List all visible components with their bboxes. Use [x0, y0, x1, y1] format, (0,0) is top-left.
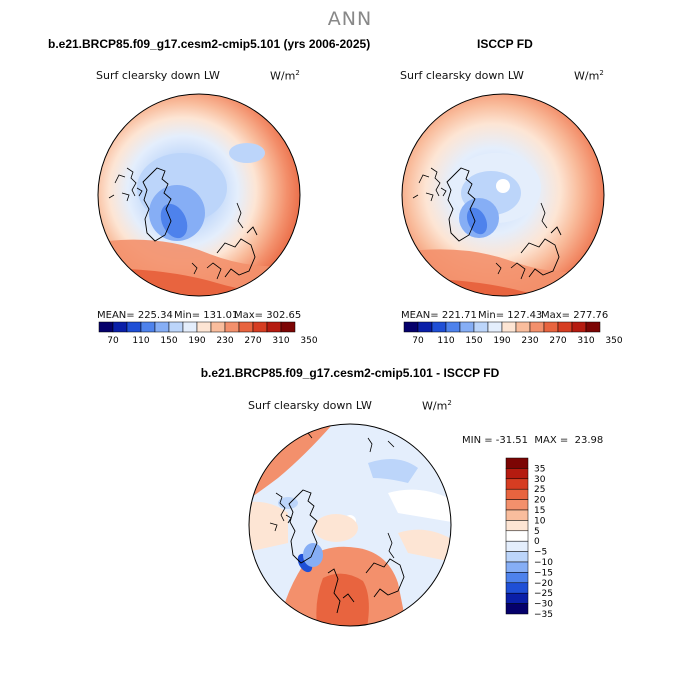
- diff-colorbar-swatch: [505, 468, 529, 480]
- right-colorbar-swatch: [529, 321, 545, 333]
- left-colorbar-tick-label: 190: [188, 336, 205, 346]
- left-colorbar-tick-label: 70: [107, 336, 119, 346]
- diff-colorbar-tick-label: 25: [534, 485, 545, 495]
- diff-colorbar-swatch: [505, 551, 529, 563]
- right-colorbar: 70 110 150 190 230 270 310 350: [403, 321, 623, 346]
- right-colorbar-tick-label: 350: [605, 336, 622, 346]
- left-colorbar-swatch: [98, 321, 114, 333]
- left-colorbar: 70 110 150 190 230 270 310 350: [98, 321, 318, 346]
- diff-colorbar-tick-label: −35: [534, 610, 553, 620]
- left-colorbar-swatch: [182, 321, 198, 333]
- diff-colorbar-swatch: [505, 582, 529, 594]
- diff-colorbar-tick-label: 30: [534, 475, 546, 485]
- right-colorbar-swatch: [445, 321, 461, 333]
- left-max-stat: Max= 302.65: [234, 310, 302, 321]
- left-colorbar-swatch: [154, 321, 170, 333]
- diff-colorbar-tick-label: −15: [534, 568, 553, 578]
- diff-colorbar-swatch: [505, 499, 529, 511]
- left-colorbar-tick-label: 310: [272, 336, 289, 346]
- right-polar-map: [401, 93, 605, 297]
- diff-case-title: b.e21.BRCP85.f09_g17.cesm2-cmip5.101 - I…: [200, 366, 500, 380]
- diff-colorbar-swatch: [505, 457, 529, 469]
- right-colorbar-swatch: [515, 321, 531, 333]
- right-colorbar-swatch: [501, 321, 517, 333]
- diff-colorbar-swatch: [505, 478, 529, 490]
- left-colorbar-swatch: [280, 321, 296, 333]
- right-colorbar-tick-label: 150: [465, 336, 482, 346]
- diff-colorbar-swatch: [505, 509, 529, 521]
- left-case-title: b.e21.BRCP85.f09_g17.cesm2-cmip5.101 (yr…: [48, 37, 371, 51]
- left-polar-map: [97, 93, 301, 297]
- diff-colorbar-swatch: [505, 520, 529, 532]
- right-mean-stat: MEAN= 221.71: [401, 310, 477, 321]
- figure-title: ANN: [327, 8, 373, 30]
- diff-colorbar-swatch: [505, 561, 529, 573]
- diff-colorbar-tick-label: 5: [534, 527, 540, 537]
- diff-colorbar-tick-label: −20: [534, 579, 553, 589]
- diff-colorbar-swatch: [505, 488, 529, 500]
- diff-colorbar-swatch: [505, 592, 529, 604]
- left-colorbar-swatch: [238, 321, 254, 333]
- left-colorbar-tick-label: 150: [160, 336, 177, 346]
- right-colorbar-swatch: [571, 321, 587, 333]
- right-colorbar-swatch: [459, 321, 475, 333]
- diff-colorbar-swatch: [505, 603, 529, 615]
- diff-units-label: W/m2: [422, 399, 452, 413]
- right-units-label: W/m2: [574, 69, 604, 83]
- left-colorbar-swatch: [126, 321, 142, 333]
- left-colorbar-swatch: [266, 321, 282, 333]
- left-colorbar-tick-label: 270: [244, 336, 261, 346]
- left-colorbar-swatch: [168, 321, 184, 333]
- right-colorbar-tick-label: 70: [412, 336, 424, 346]
- right-min-stat: Min= 127.43: [478, 310, 543, 321]
- left-colorbar-swatch: [196, 321, 212, 333]
- left-variable-label: Surf clearsky down LW: [96, 69, 220, 82]
- diff-colorbar-swatch: [505, 540, 529, 552]
- right-colorbar-swatch: [431, 321, 447, 333]
- diff-colorbar-tick-label: 0: [534, 537, 540, 547]
- left-mean-stat: MEAN= 225.34: [97, 310, 173, 321]
- diff-variable-label: Surf clearsky down LW: [248, 399, 372, 412]
- diff-colorbar-tick-label: −5: [534, 548, 547, 558]
- right-case-title: ISCCP FD: [477, 37, 533, 51]
- right-colorbar-swatch: [487, 321, 503, 333]
- diff-colorbar-tick-label: −10: [534, 558, 553, 568]
- right-colorbar-swatch: [585, 321, 601, 333]
- left-colorbar-swatch: [252, 321, 268, 333]
- right-colorbar-swatch: [543, 321, 559, 333]
- diff-colorbar-swatch: [505, 530, 529, 542]
- left-colorbar-tick-label: 350: [300, 336, 317, 346]
- right-colorbar-tick-label: 190: [493, 336, 510, 346]
- right-colorbar-swatch: [557, 321, 573, 333]
- diff-colorbar-tick-label: 15: [534, 506, 545, 516]
- right-max-stat: Max= 277.76: [541, 310, 609, 321]
- left-colorbar-swatch: [140, 321, 156, 333]
- right-colorbar-tick-label: 310: [577, 336, 594, 346]
- right-colorbar-swatch: [403, 321, 419, 333]
- diff-colorbar-tick-label: 20: [534, 496, 546, 506]
- left-colorbar-tick-label: 110: [132, 336, 149, 346]
- right-colorbar-tick-label: 230: [521, 336, 538, 346]
- diff-colorbar-tick-label: −30: [534, 600, 553, 610]
- right-colorbar-swatch: [473, 321, 489, 333]
- diff-colorbar-tick-label: 10: [534, 516, 546, 526]
- right-colorbar-tick-label: 110: [437, 336, 454, 346]
- left-colorbar-swatch: [224, 321, 240, 333]
- right-colorbar-swatch: [417, 321, 433, 333]
- diff-colorbar-swatch: [505, 572, 529, 584]
- diff-min-max-stats: MIN = -31.51 MAX = 23.98: [462, 435, 604, 446]
- left-colorbar-swatch: [210, 321, 226, 333]
- diff-polar-map: [248, 423, 452, 627]
- left-units-label: W/m2: [270, 69, 300, 83]
- right-colorbar-tick-label: 270: [549, 336, 566, 346]
- diff-colorbar-tick-label: 35: [534, 464, 545, 474]
- diff-colorbar-tick-label: −25: [534, 589, 553, 599]
- right-variable-label: Surf clearsky down LW: [400, 69, 524, 82]
- left-min-stat: Min= 131.01: [174, 310, 239, 321]
- left-colorbar-tick-label: 230: [216, 336, 233, 346]
- left-colorbar-swatch: [112, 321, 128, 333]
